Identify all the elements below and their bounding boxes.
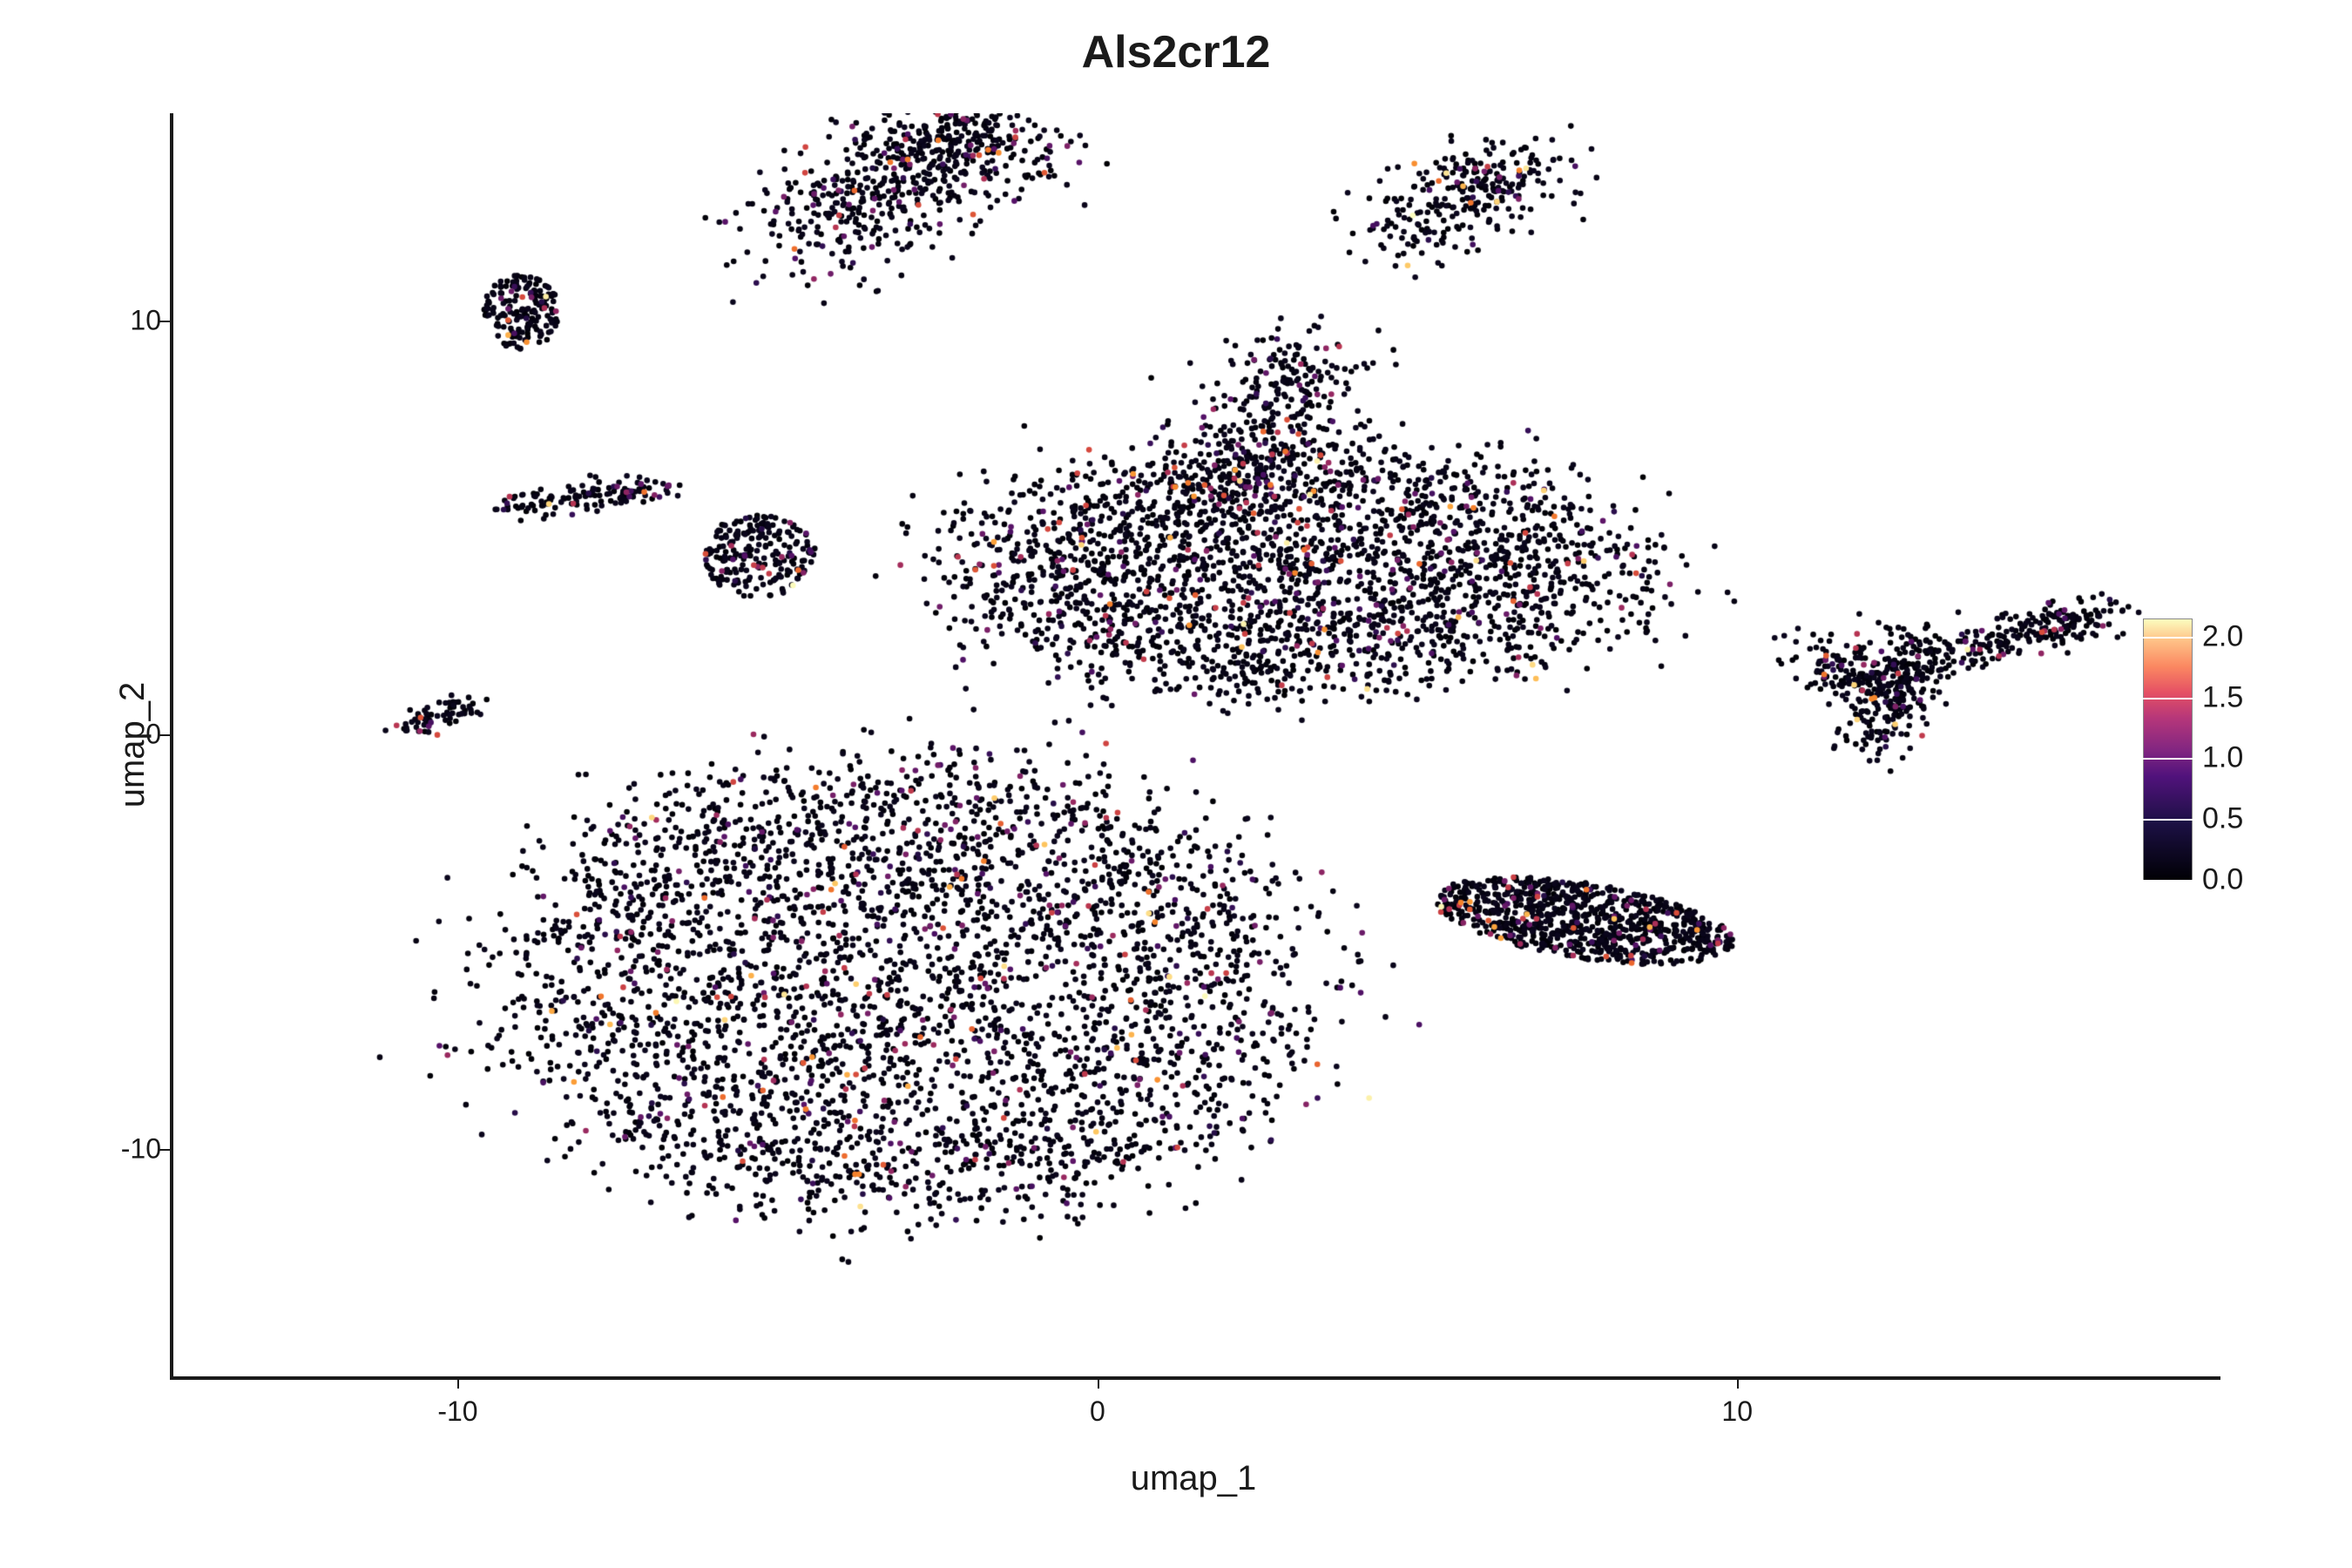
x-axis-tick-0 xyxy=(1098,1376,1099,1389)
x-axis-tick-label--10: -10 xyxy=(437,1396,477,1428)
plot-title: Als2cr12 xyxy=(0,26,2352,78)
y-axis-label: umap_2 xyxy=(113,682,152,808)
legend-tick-label-0: 0.0 xyxy=(2202,863,2243,897)
legend-tick-1 xyxy=(2143,758,2195,760)
legend-tick-2 xyxy=(2143,637,2195,639)
legend-tick-0 xyxy=(2143,880,2195,882)
plot-area: -10 0 10 -10 0 10 umap_1 umap_2 xyxy=(170,113,2217,1376)
umap-plot-window: Als2cr12 -10 0 10 -10 0 10 umap_1 umap_2 0.0… xyxy=(0,0,2352,1568)
legend-tick-label-0.5: 0.5 xyxy=(2202,802,2243,836)
legend-tick-label-2: 2.0 xyxy=(2202,619,2243,653)
y-axis-tick-label-10: 10 xyxy=(118,304,161,336)
x-axis-label: umap_1 xyxy=(1131,1459,1257,1498)
legend-tick-label-1: 1.0 xyxy=(2202,741,2243,775)
scatter-canvas xyxy=(170,113,2217,1376)
x-axis-tick-10 xyxy=(1737,1376,1739,1389)
legend-tick-label-1.5: 1.5 xyxy=(2202,680,2243,714)
legend-gradient-bar xyxy=(2143,618,2193,882)
legend-tick-1.5 xyxy=(2143,698,2195,700)
x-axis-tick-label-0: 0 xyxy=(1090,1396,1105,1428)
x-axis-tick-label-10: 10 xyxy=(1721,1396,1753,1428)
color-legend: 0.0 0.5 1.0 1.5 2.0 xyxy=(2143,566,2335,932)
y-axis-tick-label--10: -10 xyxy=(118,1132,161,1165)
legend-tick-0.5 xyxy=(2143,819,2195,821)
x-axis-tick--10 xyxy=(457,1376,459,1389)
